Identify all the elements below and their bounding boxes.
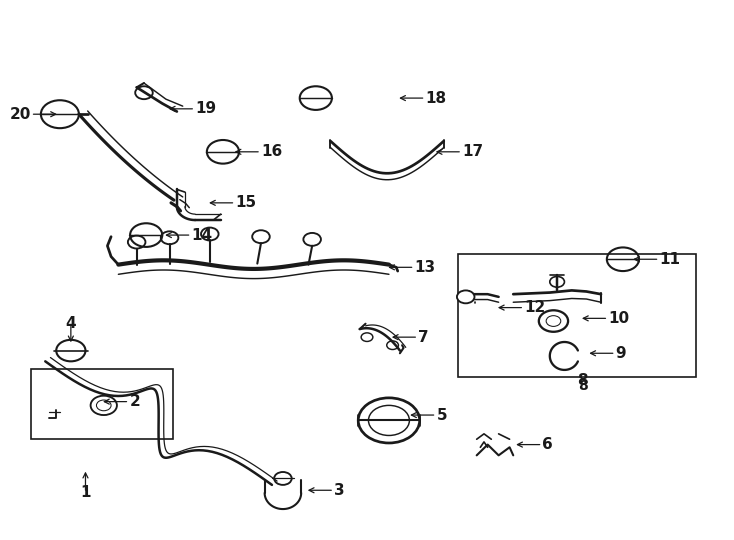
Text: 4: 4 — [65, 316, 76, 331]
Text: 8: 8 — [578, 379, 588, 393]
Text: 12: 12 — [524, 300, 545, 315]
Text: 15: 15 — [236, 195, 256, 211]
Text: 6: 6 — [542, 437, 553, 452]
Bar — [459, 254, 696, 377]
Text: 9: 9 — [616, 346, 626, 361]
Text: 8: 8 — [578, 373, 588, 388]
Text: 14: 14 — [192, 227, 213, 242]
Text: 16: 16 — [261, 144, 282, 159]
Text: 3: 3 — [334, 483, 345, 498]
Text: 20: 20 — [10, 107, 31, 122]
Bar — [31, 369, 173, 439]
Text: 10: 10 — [608, 311, 630, 326]
Text: 7: 7 — [418, 329, 429, 345]
Text: 17: 17 — [462, 144, 483, 159]
Circle shape — [457, 291, 474, 303]
Text: 13: 13 — [415, 260, 436, 275]
Text: 5: 5 — [437, 408, 447, 422]
Text: 1: 1 — [80, 485, 91, 501]
Text: 19: 19 — [195, 102, 217, 116]
Text: 18: 18 — [426, 91, 446, 106]
Text: 2: 2 — [129, 394, 140, 409]
Text: 11: 11 — [659, 252, 680, 267]
